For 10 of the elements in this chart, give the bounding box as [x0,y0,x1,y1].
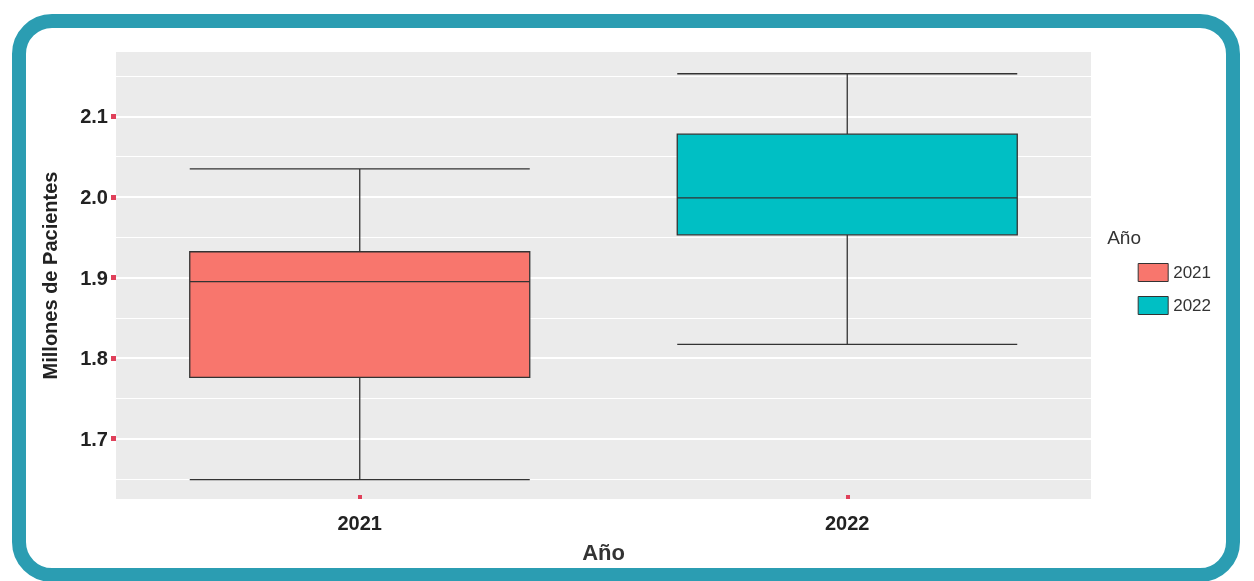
y-tick-label: 1.8 [80,347,108,370]
legend-label: 2022 [1173,296,1212,315]
y-axis-title: Millones de Pacientes [39,171,61,380]
x-axis-title: Año [582,539,625,565]
legend-title: Año [1107,227,1142,248]
y-tick-label: 1.7 [80,427,108,450]
y-tick-label: 1.9 [80,266,108,289]
legend-label: 2021 [1173,263,1212,282]
y-tick-label: 2.0 [80,185,108,208]
y-tick-label: 2.1 [80,105,108,128]
